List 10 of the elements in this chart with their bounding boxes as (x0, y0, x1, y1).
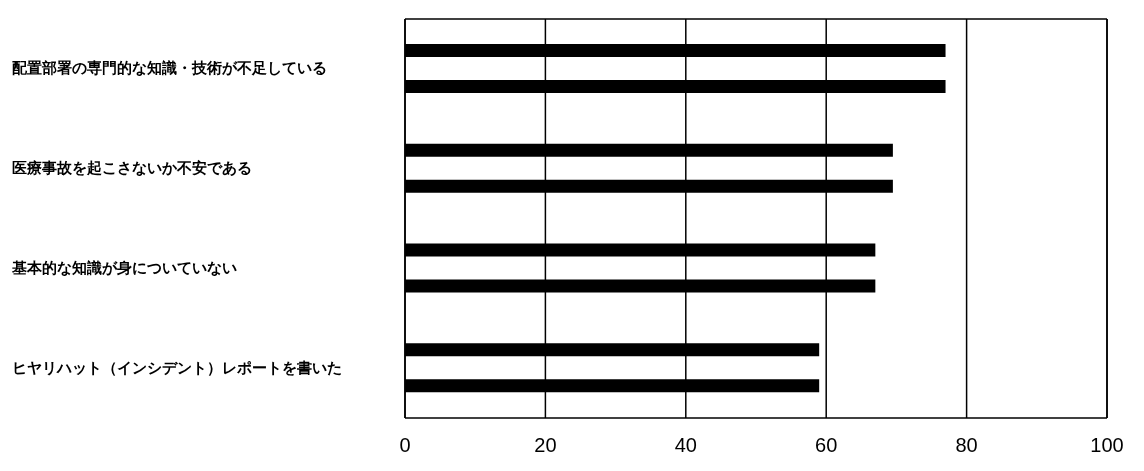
y-tick-label: 配置部署の専門的な知識・技術が不足している (12, 59, 327, 78)
y-tick-label: 基本的な知識が身についていない (11, 258, 237, 277)
y-tick-label: 医療事故を起こさないか不安である (12, 159, 252, 178)
x-tick-label: 40 (674, 434, 697, 457)
y-tick-label: ヒヤリハット（インシデント）レポートを書いた (12, 358, 342, 377)
x-tick-label: 20 (534, 434, 557, 457)
x-tick-label: 80 (955, 434, 978, 457)
x-tick-label: 0 (399, 434, 411, 457)
x-tick-label: 100 (1090, 434, 1124, 457)
x-tick-label: 60 (815, 434, 838, 457)
